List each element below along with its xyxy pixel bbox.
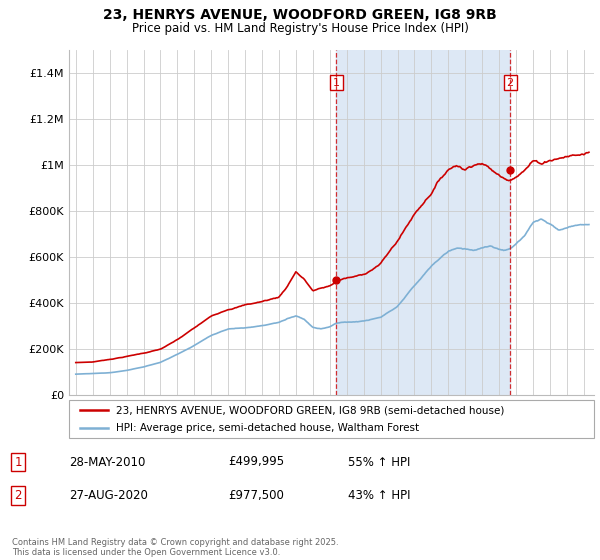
Text: 28-MAY-2010: 28-MAY-2010 xyxy=(69,455,145,469)
Text: £499,995: £499,995 xyxy=(228,455,284,469)
Text: 1: 1 xyxy=(14,455,22,469)
Text: HPI: Average price, semi-detached house, Waltham Forest: HPI: Average price, semi-detached house,… xyxy=(116,423,419,433)
Text: 23, HENRYS AVENUE, WOODFORD GREEN, IG8 9RB: 23, HENRYS AVENUE, WOODFORD GREEN, IG8 9… xyxy=(103,8,497,22)
Text: 23, HENRYS AVENUE, WOODFORD GREEN, IG8 9RB (semi-detached house): 23, HENRYS AVENUE, WOODFORD GREEN, IG8 9… xyxy=(116,405,505,415)
Bar xyxy=(336,50,510,395)
Text: 43% ↑ HPI: 43% ↑ HPI xyxy=(348,489,410,502)
Text: 2: 2 xyxy=(506,77,514,87)
Text: 2: 2 xyxy=(14,489,22,502)
FancyBboxPatch shape xyxy=(69,400,594,438)
Text: Contains HM Land Registry data © Crown copyright and database right 2025.
This d: Contains HM Land Registry data © Crown c… xyxy=(12,538,338,557)
Text: 1: 1 xyxy=(333,77,340,87)
Text: 55% ↑ HPI: 55% ↑ HPI xyxy=(348,455,410,469)
Text: 27-AUG-2020: 27-AUG-2020 xyxy=(69,489,148,502)
Text: £977,500: £977,500 xyxy=(228,489,284,502)
Text: Price paid vs. HM Land Registry's House Price Index (HPI): Price paid vs. HM Land Registry's House … xyxy=(131,22,469,35)
